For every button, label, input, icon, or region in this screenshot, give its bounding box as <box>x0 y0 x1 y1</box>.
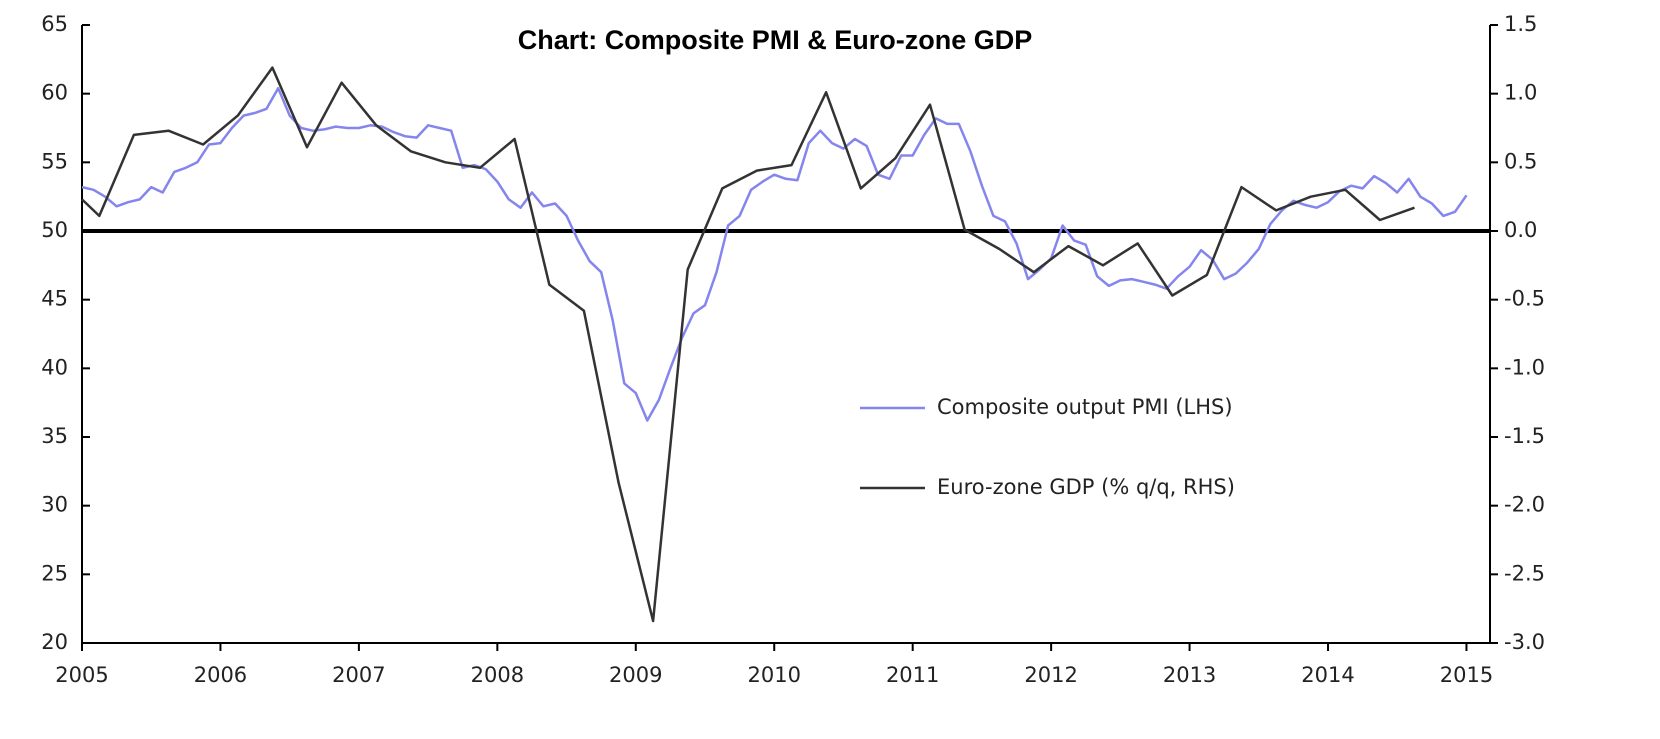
x-tick-label: 2010 <box>748 663 801 687</box>
x-tick-label: 2008 <box>471 663 524 687</box>
series-line <box>81 66 1415 623</box>
x-tick-label: 2009 <box>609 663 662 687</box>
x-tick-label: 2006 <box>194 663 247 687</box>
y2-tick-label: -1.0 <box>1504 355 1545 379</box>
x-tick-label: 2013 <box>1163 663 1216 687</box>
y2-tick-label: -3.0 <box>1504 630 1545 654</box>
x-tick-label: 2005 <box>55 663 108 687</box>
x-tick-label: 2014 <box>1301 663 1354 687</box>
y2-tick-label: -2.5 <box>1504 561 1545 585</box>
y-tick-label: 30 <box>41 493 68 517</box>
legend-label: Composite output PMI (LHS) <box>937 395 1233 419</box>
y2-tick-label: 0.0 <box>1504 218 1537 242</box>
y-tick-label: 50 <box>41 218 68 242</box>
y-tick-label: 45 <box>41 287 68 311</box>
y-tick-label: 65 <box>41 12 68 36</box>
y-tick-label: 20 <box>41 630 68 654</box>
y2-tick-label: 1.0 <box>1504 81 1537 105</box>
x-tick-label: 2007 <box>332 663 385 687</box>
legend-label: Euro-zone GDP (% q/q, RHS) <box>937 475 1235 499</box>
y-tick-label: 55 <box>41 149 68 173</box>
y2-tick-label: -0.5 <box>1504 287 1545 311</box>
chart-title: Chart: Composite PMI & Euro-zone GDP <box>518 25 1033 55</box>
x-tick-label: 2015 <box>1440 663 1493 687</box>
x-tick-label: 2012 <box>1024 663 1077 687</box>
y2-tick-label: 0.5 <box>1504 149 1537 173</box>
y2-tick-label: 1.5 <box>1504 12 1537 36</box>
y-tick-label: 25 <box>41 561 68 585</box>
y2-tick-label: -1.5 <box>1504 424 1545 448</box>
y-tick-label: 40 <box>41 355 68 379</box>
y2-tick-label: -2.0 <box>1504 493 1545 517</box>
y-tick-label: 35 <box>41 424 68 448</box>
series-line <box>81 86 1468 422</box>
y-tick-label: 60 <box>41 81 68 105</box>
x-tick-label: 2011 <box>886 663 939 687</box>
